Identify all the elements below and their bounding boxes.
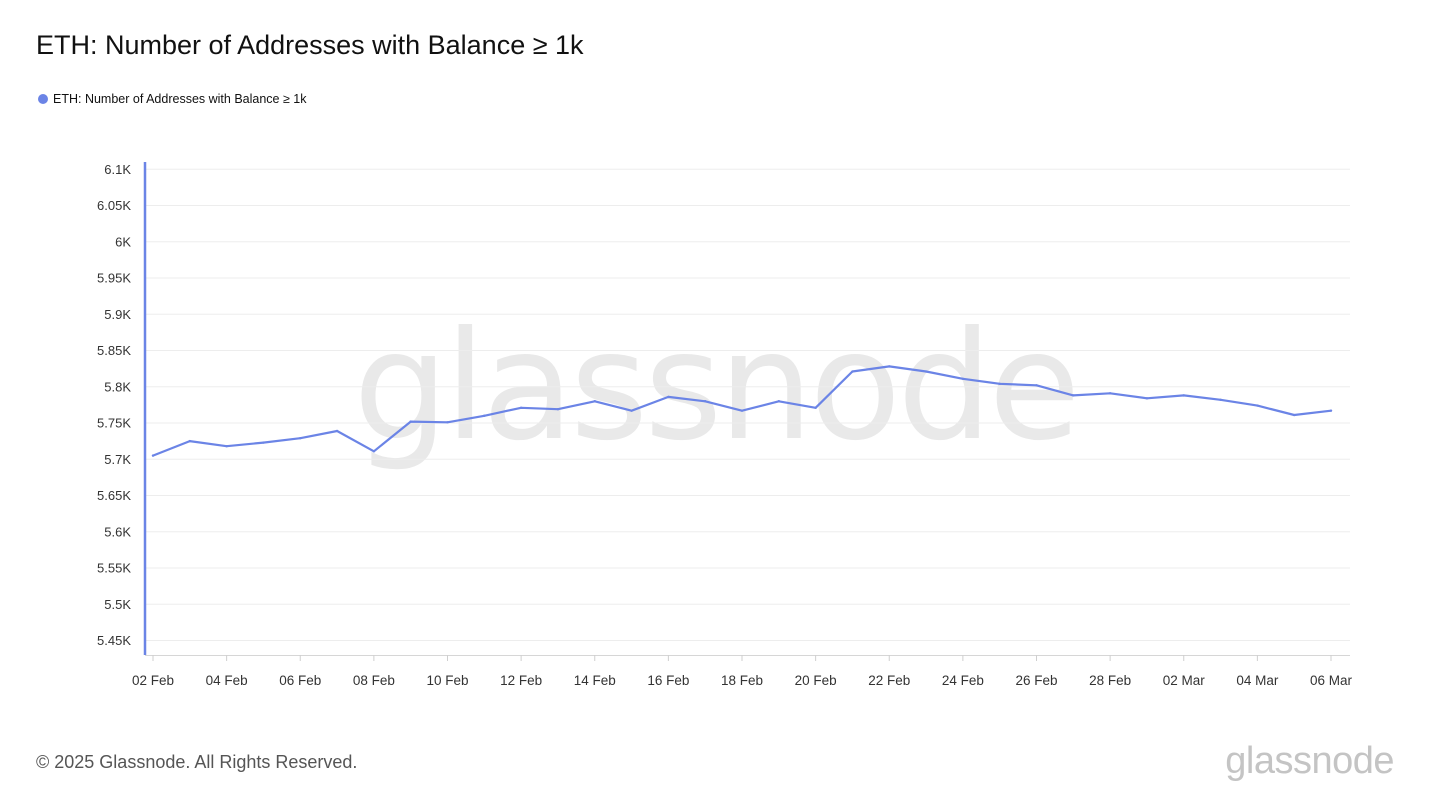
y-tick-label: 5.55K	[97, 561, 131, 576]
data-point	[740, 409, 744, 412]
x-tick-label: 06 Mar	[1310, 673, 1353, 688]
x-tick-label: 04 Feb	[206, 673, 248, 688]
x-tick-label: 20 Feb	[795, 673, 837, 688]
x-tick-label: 02 Feb	[132, 673, 174, 688]
x-tick-label: 26 Feb	[1015, 673, 1057, 688]
x-tick-label: 12 Feb	[500, 673, 542, 688]
data-point	[1182, 394, 1185, 397]
data-point	[299, 437, 302, 440]
data-point	[1256, 404, 1259, 407]
y-tick-label: 5.95K	[97, 271, 131, 286]
data-point	[630, 409, 633, 412]
data-point	[961, 377, 965, 380]
data-point	[335, 429, 339, 433]
data-point	[1035, 384, 1038, 387]
data-point	[667, 395, 670, 399]
data-point	[519, 406, 523, 409]
x-tick-label: 08 Feb	[353, 673, 395, 688]
data-point	[593, 400, 596, 403]
y-tick-label: 5.8K	[104, 379, 131, 394]
data-point	[151, 454, 155, 457]
legend[interactable]: ETH: Number of Addresses with Balance ≥ …	[38, 92, 307, 106]
legend-marker-icon	[38, 94, 48, 104]
data-point	[1329, 409, 1333, 412]
x-tick-label: 28 Feb	[1089, 673, 1131, 688]
data-point	[1072, 394, 1075, 397]
y-tick-label: 5.5K	[104, 597, 131, 612]
x-tick-label: 04 Mar	[1236, 673, 1279, 688]
data-point	[998, 382, 1001, 386]
data-point	[446, 421, 449, 424]
data-point	[888, 365, 891, 368]
data-point	[409, 420, 412, 423]
y-tick-label: 5.9K	[104, 307, 131, 322]
x-tick-label: 02 Mar	[1163, 673, 1206, 688]
data-point	[814, 406, 817, 409]
x-tick-label: 06 Feb	[279, 673, 321, 688]
glassnode-logo: glassnode	[1225, 740, 1394, 782]
x-tick-label: 24 Feb	[942, 673, 984, 688]
data-point	[262, 441, 265, 444]
y-tick-label: 6K	[115, 234, 131, 249]
y-tick-label: 5.65K	[97, 488, 131, 503]
data-point	[372, 450, 376, 453]
x-tick-label: 10 Feb	[426, 673, 468, 688]
x-tick-label: 16 Feb	[647, 673, 689, 688]
x-tick-label: 14 Feb	[574, 673, 616, 688]
x-tick-label: 18 Feb	[721, 673, 763, 688]
data-point	[483, 414, 486, 417]
data-point	[777, 400, 781, 403]
data-point	[1292, 413, 1296, 417]
chart-title: ETH: Number of Addresses with Balance ≥ …	[36, 30, 584, 60]
x-tick-label: 22 Feb	[868, 673, 910, 688]
y-tick-label: 5.45K	[97, 633, 131, 648]
legend-label: ETH: Number of Addresses with Balance ≥ …	[53, 92, 307, 106]
y-tick-label: 5.7K	[104, 452, 131, 467]
data-point	[225, 445, 228, 448]
y-tick-label: 5.85K	[97, 343, 131, 358]
y-tick-label: 6.05K	[97, 198, 131, 213]
y-tick-label: 5.6K	[104, 524, 131, 539]
data-point	[188, 439, 192, 443]
data-point	[924, 370, 928, 373]
y-tick-label: 6.1K	[104, 162, 131, 177]
data-point	[851, 370, 854, 373]
data-point	[556, 408, 560, 411]
data-point	[1219, 398, 1222, 401]
y-tick-label: 5.75K	[97, 416, 131, 431]
data-point	[1145, 397, 1149, 400]
data-point	[1108, 392, 1112, 395]
data-point	[703, 400, 707, 403]
copyright-text: © 2025 Glassnode. All Rights Reserved.	[36, 752, 358, 772]
